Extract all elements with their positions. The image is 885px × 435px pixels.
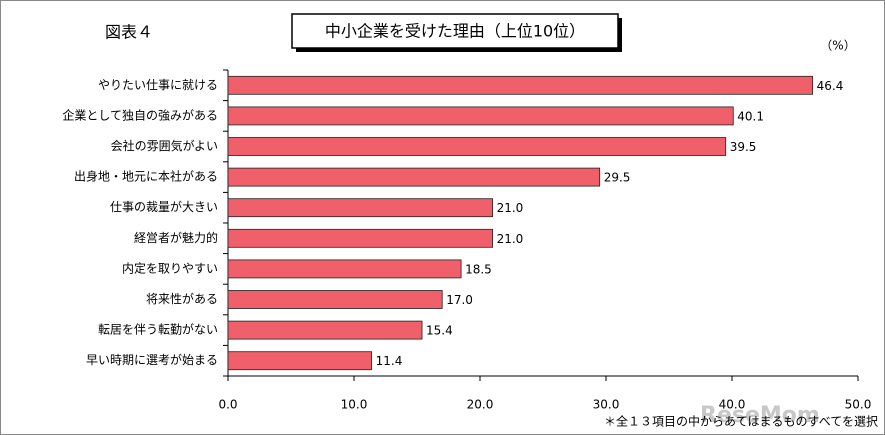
bar: [227, 198, 494, 218]
bar: [227, 228, 494, 248]
chart-title: 中小企業を受けた理由（上位10位）: [325, 22, 585, 41]
y-tick-label: 早い時期に選考が始まる: [86, 352, 218, 367]
y-tick-label: 内定を取りやすい: [122, 260, 218, 275]
value-label: 15.4: [426, 324, 453, 338]
value-label: 40.1: [737, 109, 764, 123]
y-tick-label: 出身地・地元に本社がある: [74, 169, 218, 184]
unit-label: （%）: [820, 39, 855, 53]
x-tick-label: 0.0: [218, 398, 237, 412]
bar: [227, 167, 601, 187]
x-tick-label: 30.0: [593, 398, 620, 412]
bar: [227, 137, 727, 156]
value-label: 29.5: [604, 171, 631, 185]
value-label: 46.4: [817, 79, 844, 93]
title-box: [291, 13, 619, 49]
bar: [227, 75, 814, 95]
x-tick-label: 20.0: [467, 398, 494, 412]
value-label: 18.5: [465, 262, 492, 276]
x-tick-label: 40.0: [719, 398, 746, 412]
x-tick-label: 10.0: [341, 398, 368, 412]
bar: [227, 259, 462, 279]
watermark: ReseMom: [700, 403, 820, 428]
value-label: 17.0: [446, 293, 473, 307]
bar: [227, 320, 423, 340]
y-tick-label: やりたい仕事に就ける: [98, 78, 218, 92]
value-label: 11.4: [376, 354, 403, 368]
value-label: 21.0: [497, 232, 524, 246]
bar: [227, 351, 373, 371]
note: ＊全１３項目の中からあてはまるものすべてを選択: [604, 414, 878, 429]
x-tick-label: 50.0: [845, 398, 872, 412]
bar: [227, 290, 443, 309]
y-tick-label: 会社の雰囲気がよい: [111, 138, 218, 153]
y-tick-label: 転居を伴う転勤がない: [98, 322, 218, 337]
bar: [227, 106, 734, 126]
y-tick-label: 将来性がある: [146, 291, 218, 306]
y-tick-label: 企業として独自の強みがある: [62, 107, 218, 122]
figure-label: 図表４: [105, 23, 153, 42]
y-tick-label: 経営者が魅力的: [134, 230, 218, 245]
y-tick-label: 仕事の裁量が大きい: [110, 199, 218, 214]
value-label: 21.0: [497, 201, 524, 215]
value-label: 39.5: [730, 140, 757, 154]
